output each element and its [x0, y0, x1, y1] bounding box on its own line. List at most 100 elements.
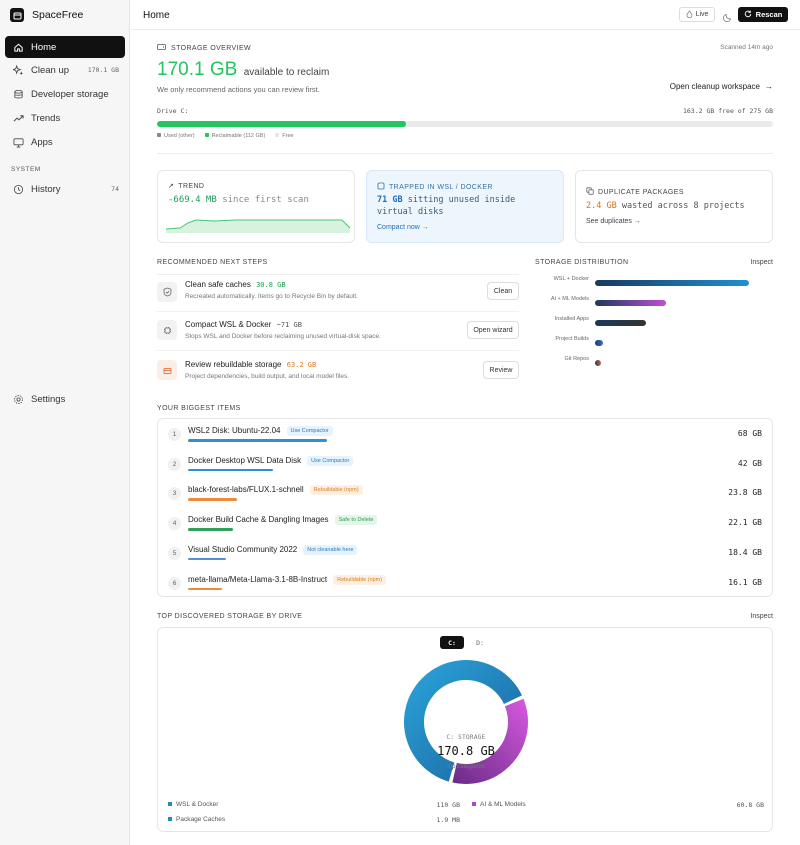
item-size: 16.1 GB [728, 577, 762, 587]
donut-subtitle: top categories [447, 764, 485, 770]
top-bar: Home Live Rescan [131, 0, 800, 30]
item-rank: 6 [168, 576, 181, 590]
step-description: Stops WSL and Docker before reclaiming u… [185, 333, 381, 340]
item-tag: Safe to Delete [334, 515, 378, 526]
distribution-row: Git Repos [535, 356, 775, 370]
home-icon [12, 41, 24, 53]
item-size: 42 GB [737, 458, 762, 468]
donut-label: C: STORAGE [446, 734, 486, 741]
biggest-item-row[interactable]: 4 Docker Build Cache & Dangling Images Saf… [158, 508, 772, 537]
legend-reclaimable: Reclaimable (112 GB) [204, 133, 265, 139]
biggest-items-list: 1 WSL2 Disk: Ubuntu-22.04 Use Compactor 68 … [157, 418, 773, 597]
cpu-icon [157, 320, 177, 340]
trend-value: -669.4 MB [168, 195, 217, 205]
drives-section-label: TOP DISCOVERED STORAGE BY DRIVE [157, 613, 303, 620]
item-rank: 2 [168, 457, 181, 471]
item-name: Docker Build Cache & Dangling Images Safe… [188, 515, 378, 526]
distribution-row: WSL + Docker [535, 276, 775, 290]
review-button[interactable]: Review [483, 361, 519, 379]
drives-inspect-link[interactable]: Inspect [750, 613, 773, 620]
see-duplicates-link[interactable]: See duplicates → [586, 218, 641, 225]
sidebar-item-history[interactable]: History 74 [5, 178, 125, 200]
flame-icon [686, 9, 693, 20]
arrow-right-icon: → [765, 82, 773, 91]
page-title: Home [143, 10, 170, 21]
divider [157, 350, 519, 351]
moon-icon[interactable] [722, 9, 735, 23]
wsl-docker-card[interactable]: TRAPPED IN WSL / DOCKER 71 GB sitting un… [366, 170, 564, 243]
donut-segment-wsl-docker [404, 660, 522, 782]
step-description: Project dependencies, build output, and … [185, 373, 350, 380]
sidebar-item-settings[interactable]: Settings [5, 388, 125, 410]
sidebar-item-label: Clean up [31, 64, 70, 76]
wsl-card-text: 71 GB sitting unused inside virtual disk… [377, 195, 516, 217]
sidebar-item-home[interactable]: Home [5, 36, 125, 58]
biggest-item-row[interactable]: 6 meta-llama/Meta-Llama-3.1-8B-Instruct Re… [158, 568, 772, 597]
sidebar-item-label: History [31, 183, 61, 195]
open-workspace-link[interactable]: Open cleanup workspace → [670, 82, 773, 91]
legend-used: Used (other) [157, 133, 195, 139]
distribution-inspect-link[interactable]: Inspect [750, 259, 773, 266]
live-label: Live [695, 11, 709, 18]
biggest-section-label: YOUR BIGGEST ITEMS [157, 405, 241, 412]
biggest-item-row[interactable]: 2 Docker Desktop WSL Data Disk Use Compact… [158, 449, 772, 478]
item-name: WSL2 Disk: Ubuntu-22.04 Use Compactor [188, 426, 333, 436]
trend-icon [12, 112, 24, 124]
dup-card-text: 2.4 GB wasted across 8 projects [586, 201, 745, 211]
biggest-item-row[interactable]: 5 Visual Studio Community 2022 Not cleanab… [158, 538, 772, 567]
biggest-item-row[interactable]: 3 black-forest-labs/FLUX.1-schnell Rebuild… [158, 478, 772, 507]
trend-card[interactable]: ↗ TREND -669.4 MB since first scan [157, 170, 355, 243]
distribution-chart: WSL + Docker AI + ML Models Installed Apps… [535, 276, 773, 376]
open-wizard-button[interactable]: Open wizard [467, 321, 519, 339]
distribution-row: AI + ML Models [535, 296, 775, 310]
distribution-bar [595, 360, 601, 366]
sidebar-item-apps[interactable]: Apps [5, 131, 125, 153]
drives-card: C: D: C: STORAGE 170.8 GB top categories… [157, 627, 773, 832]
reclaim-suffix: available to reclaim [243, 67, 330, 78]
rescan-button[interactable]: Rescan [738, 7, 788, 22]
duplicate-packages-card[interactable]: DUPLICATE PACKAGES 2.4 GB wasted across … [575, 170, 773, 243]
workspace-link-text: Open cleanup workspace [669, 82, 760, 91]
item-size-bar [188, 587, 222, 590]
donut-value: 170.8 GB [437, 744, 495, 758]
scan-timestamp: Scanned 14m ago [720, 44, 773, 51]
drive-tab-c[interactable]: C: [440, 636, 464, 649]
distribution-label: Project Builds [555, 336, 589, 342]
item-size-bar [188, 439, 327, 442]
distribution-bar [595, 280, 749, 286]
wsl-card-label: TRAPPED IN WSL / DOCKER [377, 182, 493, 192]
item-size-bar [188, 528, 233, 531]
step-row: Compact WSL & Docker ~71 GB Stops WSL an… [157, 320, 519, 354]
sidebar-item-count: 170.1 GB [87, 66, 119, 74]
monitor-icon [12, 136, 24, 148]
overview-label-text: STORAGE OVERVIEW [171, 44, 252, 52]
trend-sparkline [166, 219, 350, 233]
refresh-icon [744, 10, 752, 20]
item-size-bar [188, 468, 274, 472]
rescan-label: Rescan [755, 10, 783, 19]
distribution-section-label: STORAGE DISTRIBUTION [535, 259, 629, 266]
biggest-item-row[interactable]: 1 WSL2 Disk: Ubuntu-22.04 Use Compactor 68 … [158, 419, 772, 448]
sidebar-item-trends[interactable]: Trends [5, 107, 125, 129]
clock-icon [12, 183, 24, 195]
drive-legend: Used (other) Reclaimable (112 GB) Free [157, 133, 294, 139]
sidebar-section-label: SYSTEM [11, 166, 41, 173]
legend-free: Free [275, 133, 294, 139]
distribution-bar [595, 320, 646, 326]
step-title: Compact WSL & Docker ~71 GB [185, 320, 302, 329]
distribution-label: AI + ML Models [550, 296, 589, 302]
distribution-bar [595, 340, 603, 346]
donut-segment-ai-ml [452, 698, 528, 784]
compact-now-link[interactable]: Compact now → [377, 224, 429, 231]
app-logo-icon [10, 8, 24, 22]
sidebar-item-developer-storage[interactable]: Developer storage [5, 83, 125, 105]
database-icon [12, 88, 24, 100]
trend-card-value: -669.4 MB since first scan [168, 195, 309, 205]
item-size: 23.8 GB [728, 488, 762, 498]
gear-icon [12, 393, 24, 405]
drive-tab-d[interactable]: D: [476, 638, 484, 647]
clean-button[interactable]: Clean [487, 282, 519, 300]
live-toggle-button[interactable]: Live [679, 7, 715, 22]
sidebar-item-cleanup[interactable]: Clean up 170.1 GB [5, 59, 125, 81]
divider [157, 153, 773, 154]
